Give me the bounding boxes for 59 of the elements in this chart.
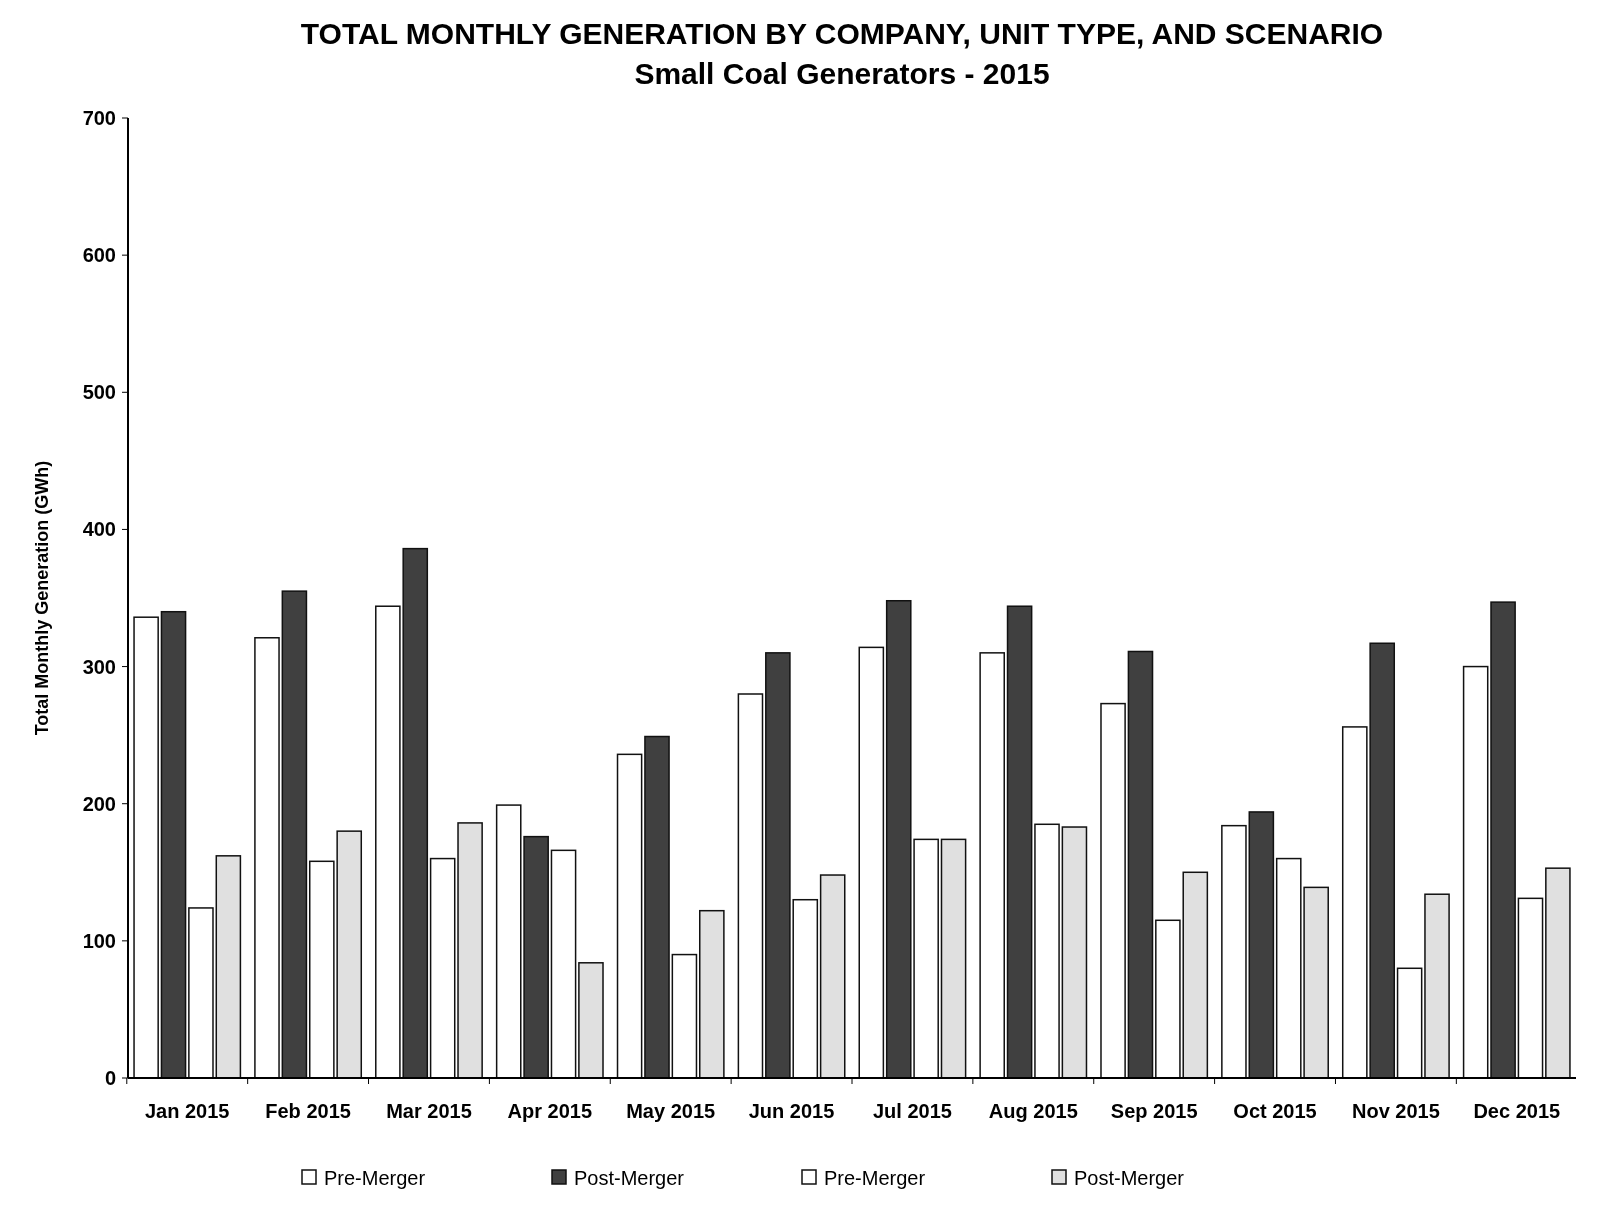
y-tick-label: 100 xyxy=(82,929,116,952)
x-tick-label: Jun 2015 xyxy=(748,1100,835,1122)
bar xyxy=(254,637,280,1079)
bar xyxy=(858,646,885,1079)
bar xyxy=(1248,811,1275,1079)
bar xyxy=(188,907,214,1079)
x-tick-label: May 2015 xyxy=(626,1100,716,1122)
x-tick-label: Sep 2015 xyxy=(1110,1100,1198,1122)
legend-label: Pre-Merger xyxy=(324,1167,426,1189)
bar xyxy=(429,857,456,1079)
x-tick-label: Jul 2015 xyxy=(872,1100,952,1122)
legend-label: Pre-Merger xyxy=(824,1167,926,1189)
y-tick-label: 0 xyxy=(104,1067,116,1089)
y-tick-label: 300 xyxy=(82,655,116,678)
bar xyxy=(1127,650,1154,1079)
x-tick-label: Feb 2015 xyxy=(265,1100,351,1122)
bar xyxy=(940,838,967,1079)
x-tick-label: Jan 2015 xyxy=(144,1100,230,1122)
y-axis-title: Total Monthly Generation (GWh) xyxy=(32,460,52,736)
bar xyxy=(644,735,670,1079)
bar xyxy=(1545,867,1571,1079)
x-tick-label: Oct 2015 xyxy=(1233,1100,1317,1122)
bar xyxy=(819,874,846,1079)
y-tick-label: 600 xyxy=(82,244,116,267)
bar xyxy=(578,962,604,1079)
x-tick-label: Mar 2015 xyxy=(386,1100,472,1122)
x-tick-label: Nov 2015 xyxy=(1351,1100,1440,1122)
bar xyxy=(133,616,159,1079)
legend-label: Post-Merger xyxy=(574,1167,685,1189)
bar xyxy=(160,610,187,1079)
bar xyxy=(457,822,483,1079)
y-tick-label: 400 xyxy=(82,518,116,541)
y-tick-label: 700 xyxy=(82,107,116,129)
bar xyxy=(1462,665,1489,1079)
bar xyxy=(737,693,764,1079)
bar xyxy=(979,652,1005,1079)
y-tick-label: 500 xyxy=(82,381,116,404)
x-tick-label: Apr 2015 xyxy=(507,1100,593,1122)
bar xyxy=(1396,967,1423,1079)
bar xyxy=(1034,823,1060,1079)
chart-subtitle: Small Coal Generators - 2015 xyxy=(634,57,1050,90)
bar xyxy=(1061,826,1088,1079)
bar xyxy=(671,953,698,1079)
x-tick-label: Aug 2015 xyxy=(988,1100,1078,1122)
bar xyxy=(1006,605,1033,1079)
legend-label: Post-Merger xyxy=(1074,1167,1185,1189)
bar xyxy=(1517,897,1544,1079)
bar xyxy=(281,590,308,1079)
bar xyxy=(1424,893,1450,1079)
bar xyxy=(1490,601,1516,1079)
bar xyxy=(616,753,643,1079)
bar xyxy=(550,849,577,1079)
bar xyxy=(699,909,725,1079)
chart-title: TOTAL MONTHLY GENERATION BY COMPANY, UNIT TYPE, AND SCENARIO xyxy=(300,17,1384,50)
bar xyxy=(1221,824,1247,1079)
y-tick-label: 200 xyxy=(82,792,116,815)
bar xyxy=(215,855,242,1079)
bar xyxy=(1100,702,1126,1079)
x-tick-label: Dec 2015 xyxy=(1473,1100,1561,1122)
